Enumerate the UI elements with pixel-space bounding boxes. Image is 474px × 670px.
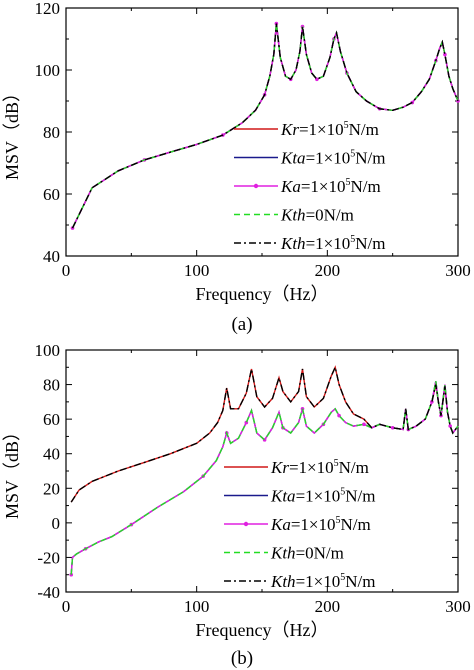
y-tick-label: 120 bbox=[35, 0, 61, 18]
figure-caption: (a) bbox=[231, 314, 252, 335]
series-line bbox=[70, 380, 459, 575]
legend-label: Kr=1×105N/m bbox=[270, 458, 369, 477]
y-tick-label: 80 bbox=[43, 123, 60, 142]
legend-label: Kth=0N/m bbox=[270, 544, 344, 563]
series-line bbox=[71, 23, 459, 229]
x-tick-label: 200 bbox=[315, 597, 341, 616]
legend-marker bbox=[243, 521, 249, 527]
series-line bbox=[70, 380, 459, 575]
x-tick-label: 100 bbox=[184, 597, 210, 616]
series-line bbox=[71, 23, 459, 229]
legend-label: Kta=1×105N/m bbox=[270, 487, 375, 506]
legend-label: Ka=1×105N/m bbox=[270, 515, 371, 534]
legend-label: Ka=1×105N/m bbox=[280, 177, 381, 196]
series-marker bbox=[448, 424, 452, 428]
legend: Kr=1×105N/m Kta=1×105N/m Ka=1×105N/m Kth=0N… bbox=[224, 458, 375, 591]
y-tick-label: 60 bbox=[43, 185, 60, 204]
legend-label: Kth=0N/m bbox=[280, 206, 354, 225]
series-marker bbox=[390, 425, 395, 430]
series-line bbox=[71, 23, 459, 229]
x-tick-label: 200 bbox=[315, 261, 341, 280]
x-tick-label: 300 bbox=[445, 597, 471, 616]
legend: Kr=1×105N/m Kta=1×105N/m Ka=1×105N/m Kth=0N… bbox=[234, 120, 385, 253]
chart-a: 0 100 200 300 40 60 80 100 120 Frequency（Hz） MSV（d… bbox=[2, 0, 471, 335]
y-axis-label: MSV（dB） bbox=[2, 84, 22, 180]
legend-label: Kth=1×105N/m bbox=[280, 234, 385, 253]
y-tick-label: 0 bbox=[52, 514, 61, 533]
x-tick-label: 0 bbox=[62, 261, 71, 280]
y-tick-label: 40 bbox=[43, 247, 60, 266]
x-tick-label: 300 bbox=[445, 261, 471, 280]
y-tick-label: 80 bbox=[43, 376, 60, 395]
series-line bbox=[71, 23, 459, 229]
legend-marker bbox=[253, 183, 259, 189]
plot-lines bbox=[69, 365, 459, 577]
y-tick-label: 60 bbox=[43, 410, 60, 429]
plot-lines bbox=[70, 21, 460, 230]
chart-b: 0 100 200 300 -40 -20 0 20 40 60 80 100 Frequency（Hz… bbox=[2, 341, 471, 669]
y-tick-label: 40 bbox=[43, 445, 60, 464]
x-axis-label: Frequency（Hz） bbox=[196, 284, 329, 304]
y-tick-label: -40 bbox=[37, 583, 60, 602]
series-line bbox=[71, 23, 459, 229]
legend-label: Kr=1×105N/m bbox=[280, 120, 379, 139]
x-tick-label: 100 bbox=[184, 261, 210, 280]
series-marker bbox=[362, 422, 366, 427]
y-tick-label: -20 bbox=[37, 548, 60, 567]
y-axis-label: MSV（dB） bbox=[2, 423, 22, 519]
x-tick-label: 0 bbox=[62, 597, 71, 616]
series-line bbox=[70, 365, 459, 503]
series-marker bbox=[69, 572, 74, 577]
legend-label: Kta=1×105N/m bbox=[280, 149, 385, 168]
figure-caption: (b) bbox=[231, 648, 253, 669]
y-tick-label: 100 bbox=[35, 341, 61, 360]
plot-frame bbox=[65, 349, 459, 593]
legend-label: Kth=1×105N/m bbox=[270, 572, 375, 591]
y-tick-label: 100 bbox=[35, 61, 61, 80]
series-line bbox=[70, 380, 459, 575]
y-tick-label: 20 bbox=[43, 479, 60, 498]
x-axis-label: Frequency（Hz） bbox=[196, 620, 329, 640]
series-line bbox=[70, 365, 459, 503]
plot-frame bbox=[65, 7, 459, 257]
